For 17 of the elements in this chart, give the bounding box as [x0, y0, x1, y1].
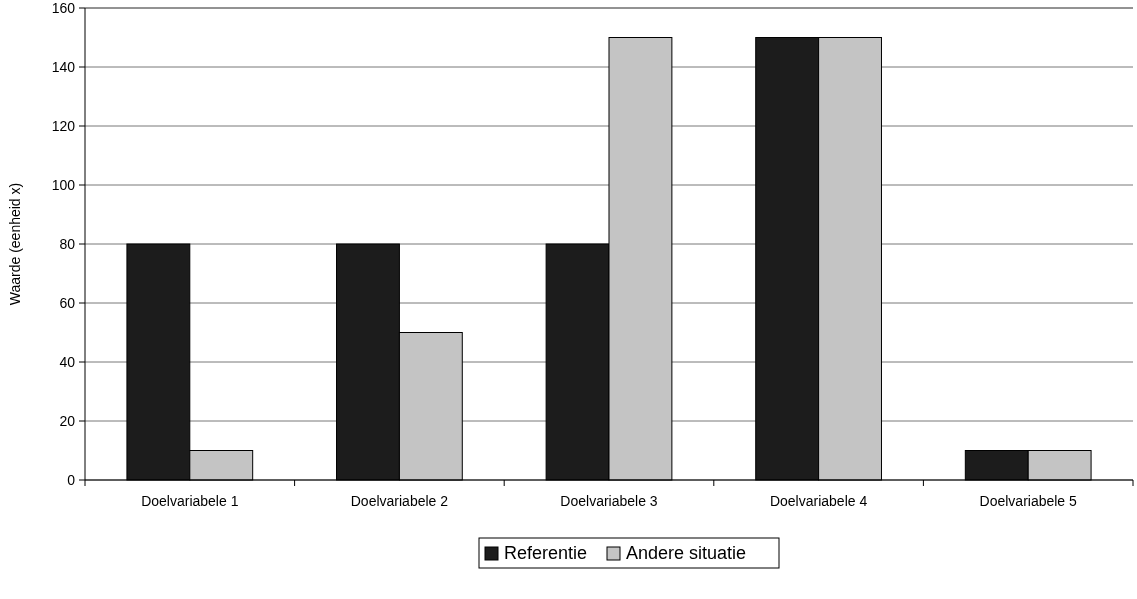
y-tick-label: 140	[51, 58, 76, 75]
y-tick-label: 80	[59, 235, 76, 252]
y-tick-label: 0	[67, 471, 76, 488]
legend-label: Referentie	[504, 543, 588, 564]
x-tick-label: Doelvariabele 5	[979, 493, 1078, 509]
y-axis-title: Waarde (eenheid x)	[7, 182, 23, 306]
legend-label: Andere situatie	[626, 543, 747, 564]
y-tick-label: 20	[59, 412, 76, 429]
y-tick-label: 100	[51, 176, 76, 193]
y-tick-label: 60	[59, 294, 76, 311]
y-tick-label: 120	[51, 117, 76, 134]
y-tick-label: 40	[59, 353, 76, 370]
x-tick-label: Doelvariabele 4	[769, 493, 868, 509]
x-tick-label: Doelvariabele 1	[141, 493, 239, 509]
x-tick-label: Doelvariabele 2	[350, 493, 449, 509]
y-tick-label: 160	[51, 0, 76, 16]
x-tick-label: Doelvariabele 3	[560, 493, 658, 509]
